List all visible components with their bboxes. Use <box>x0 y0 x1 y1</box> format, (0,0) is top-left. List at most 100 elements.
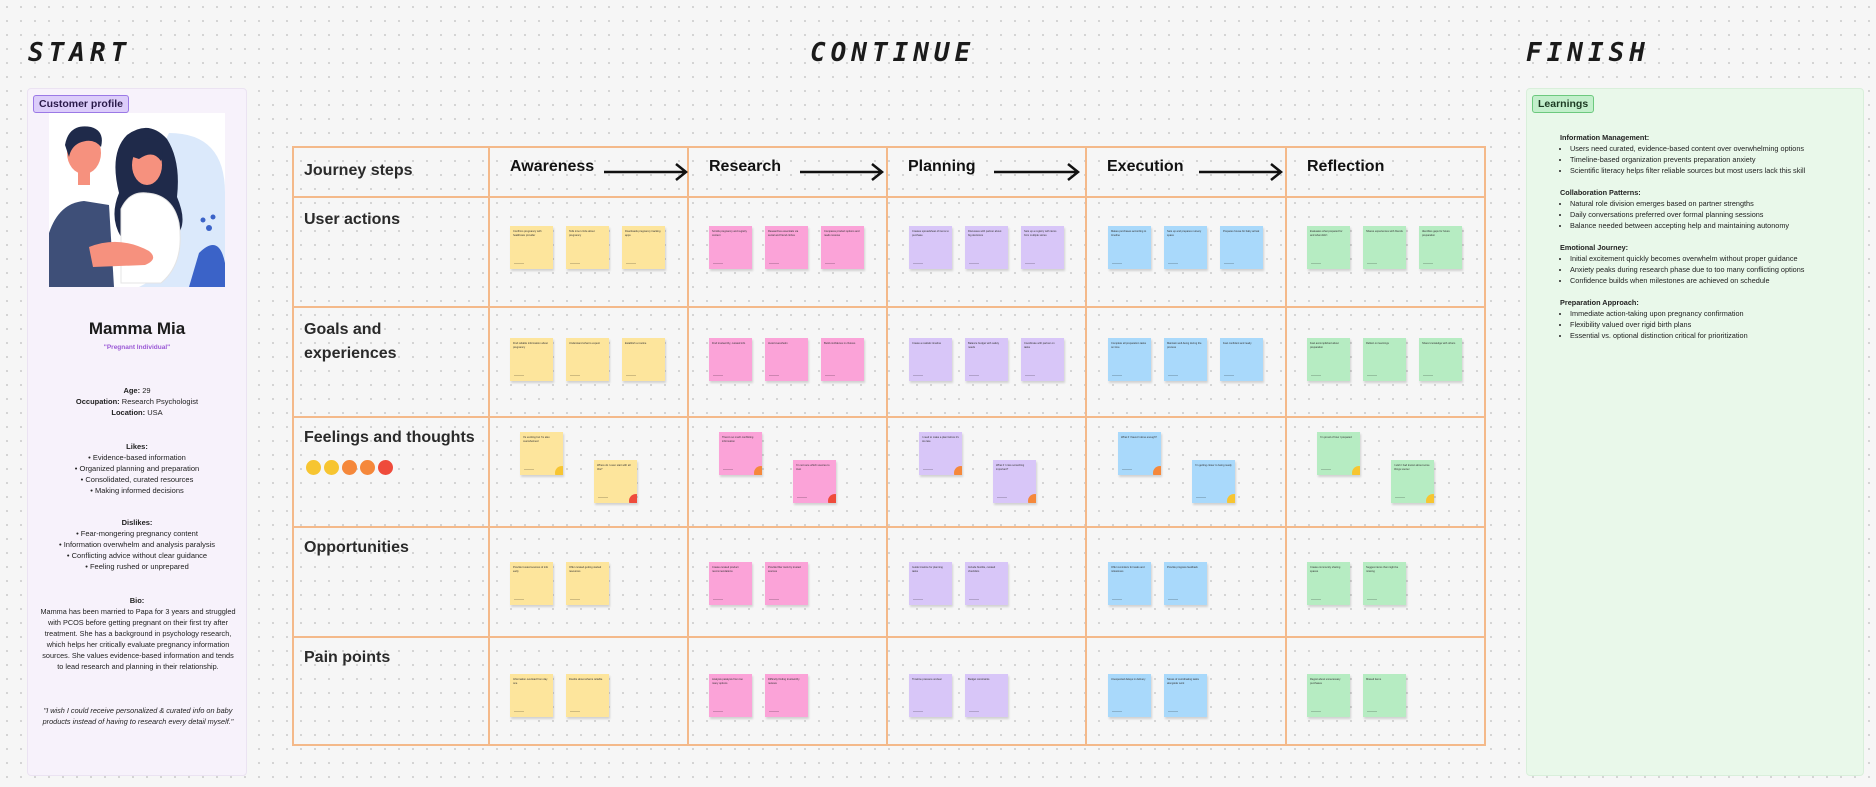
learning-group: Preparation Approach: Immediate action-t… <box>1560 297 1850 341</box>
goal-sticky-note[interactable]: Feel confident and ready <box>1220 338 1263 381</box>
pain-point-sticky-note[interactable]: Timeline pressure unclear <box>909 674 952 717</box>
goal-sticky-note[interactable]: Find reliable information about pregnanc… <box>510 338 553 381</box>
emotion-emoji-icon <box>555 466 563 475</box>
pain-point-sticky-note[interactable]: Missed items <box>1363 674 1406 717</box>
grid-line <box>292 526 1486 528</box>
goal-sticky-note[interactable]: Understand what to expect <box>566 338 609 381</box>
user-action-sticky-note[interactable]: Sets up and prepares nursery space <box>1164 226 1207 269</box>
user-action-sticky-note[interactable]: Sets up a registry with items from multi… <box>1021 226 1064 269</box>
goal-sticky-note[interactable]: Build confidence in choices <box>821 338 864 381</box>
persona-bio: Mamma has been married to Papa for 3 yea… <box>40 607 236 671</box>
section-title-finish: FINISH <box>1526 38 1650 68</box>
feeling-sticky-note[interactable]: I wish I had known about some things soo… <box>1391 460 1434 503</box>
learnings-tag: Learnings <box>1532 95 1595 113</box>
goal-sticky-note[interactable]: Establish a routine <box>622 338 665 381</box>
row-label-pain-points: Pain points <box>304 649 391 666</box>
goal-sticky-note[interactable]: Balance budget with safety needs <box>965 338 1008 381</box>
row-label-feelings: Feelings and thoughts <box>304 429 475 446</box>
like-item: Evidence-based information <box>28 452 246 463</box>
feeling-sticky-note[interactable]: What if I haven't done enough? <box>1118 432 1161 475</box>
user-action-sticky-note[interactable]: Compares product options and reads revie… <box>821 226 864 269</box>
persona-quote: "I wish I could receive personalized & c… <box>42 706 234 726</box>
opportunity-sticky-note[interactable]: Create community sharing spaces <box>1307 562 1350 605</box>
user-action-sticky-note[interactable]: Creates spreadsheet of items to purchase <box>909 226 952 269</box>
learning-group-title: Emotional Journey: <box>1560 243 1629 252</box>
feeling-sticky-note[interactable]: What if I miss something important? <box>993 460 1036 503</box>
user-action-sticky-note[interactable]: Evaluates what prepared for and what did… <box>1307 226 1350 269</box>
stage-reflection: Reflection <box>1307 158 1385 175</box>
user-action-sticky-note[interactable]: Downloads pregnancy tracking apps <box>622 226 665 269</box>
grid-line <box>292 416 1486 418</box>
feeling-sticky-note[interactable]: I'm proud of how I prepared <box>1317 432 1360 475</box>
user-action-sticky-note[interactable]: Scrolls pregnancy and registry content <box>709 226 752 269</box>
opportunity-sticky-note[interactable]: Provide progress feedback <box>1164 562 1207 605</box>
pain-point-sticky-note[interactable]: Stress of coordinating tasks alongside w… <box>1164 674 1207 717</box>
pain-point-sticky-note[interactable]: Budget constraints <box>965 674 1008 717</box>
user-action-sticky-note[interactable]: Prepares house for baby arrival <box>1220 226 1263 269</box>
goal-sticky-note[interactable]: Create a realistic timeline <box>909 338 952 381</box>
grid-line <box>1285 146 1287 746</box>
opportunity-sticky-note[interactable]: Provide trusted sources of info early <box>510 562 553 605</box>
like-item: Making informed decisions <box>28 485 246 496</box>
grid-line <box>292 146 294 746</box>
angry-emoji-icon <box>378 460 393 475</box>
very-happy-emoji-icon <box>306 460 321 475</box>
pain-point-sticky-note[interactable]: Difficulty finding trustworthy reviews <box>765 674 808 717</box>
emotion-emoji-icon <box>1028 494 1036 503</box>
dislike-item: Conflicting advice without clear guidanc… <box>28 550 246 561</box>
feeling-sticky-note[interactable]: I need to make a plan before it's too la… <box>919 432 962 475</box>
feeling-sticky-note[interactable]: I'm getting closer to being ready <box>1192 460 1235 503</box>
age-label: Age: <box>123 386 141 395</box>
learning-item: Balance needed between accepting help an… <box>1570 220 1850 231</box>
user-action-sticky-note[interactable]: Shares experiences with friends <box>1363 226 1406 269</box>
goal-sticky-note[interactable]: Complete all preparation tasks on time <box>1108 338 1151 381</box>
learnings-card[interactable]: Learnings Information Management: Users … <box>1526 88 1864 776</box>
emotion-scale <box>306 460 393 475</box>
goal-sticky-note[interactable]: Avoid overwhelm <box>765 338 808 381</box>
learning-group: Emotional Journey: Initial excitement qu… <box>1560 242 1850 286</box>
user-action-sticky-note[interactable]: Researches essentials via social and fri… <box>765 226 808 269</box>
like-item: Consolidated, curated resources <box>28 474 246 485</box>
learning-group-title: Information Management: <box>1560 133 1650 142</box>
goal-sticky-note[interactable]: Find trustworthy, curated info <box>709 338 752 381</box>
opportunity-sticky-note[interactable]: Offer reminders for tasks and milestones <box>1108 562 1151 605</box>
occupation-label: Occupation: <box>75 397 120 406</box>
happy-emoji-icon <box>324 460 339 475</box>
opportunity-sticky-note[interactable]: Guide timeline for planning tasks <box>909 562 952 605</box>
goal-sticky-note[interactable]: Maintain well-being during the process <box>1164 338 1207 381</box>
feeling-sticky-note[interactable]: Where do I even start with all this? <box>594 460 637 503</box>
opportunity-sticky-note[interactable]: Offer curated getting started resources <box>566 562 609 605</box>
user-action-sticky-note[interactable]: Confirms pregnancy with healthcare provi… <box>510 226 553 269</box>
opportunity-sticky-note[interactable]: Create curated product recommendations <box>709 562 752 605</box>
journey-map-grid: Journey steps User actions Goals and exp… <box>292 146 1486 746</box>
feeling-sticky-note[interactable]: I'm not sure which sources to trust <box>793 460 836 503</box>
pain-point-sticky-note[interactable]: Doubts about what is reliable <box>566 674 609 717</box>
opportunity-sticky-note[interactable]: Include flexible, curated checklists <box>965 562 1008 605</box>
pain-point-sticky-note[interactable]: Regret about unnecessary purchases <box>1307 674 1350 717</box>
learning-item: Confidence builds when milestones are ac… <box>1570 275 1850 286</box>
learning-item: Initial excitement quickly becomes overw… <box>1570 253 1850 264</box>
persona-name: Mamma Mia <box>88 319 186 338</box>
stage-execution: Execution <box>1107 158 1184 175</box>
emotion-emoji-icon <box>828 494 836 503</box>
grid-line <box>292 146 1486 148</box>
goal-sticky-note[interactable]: Feel accomplished about preparation <box>1307 338 1350 381</box>
goal-sticky-note[interactable]: Reflect on learnings <box>1363 338 1406 381</box>
user-action-sticky-note[interactable]: Identifies gaps for future preparation <box>1419 226 1462 269</box>
opportunity-sticky-note[interactable]: Suggest items that might be missing <box>1363 562 1406 605</box>
learning-item: Essential vs. optional distinction criti… <box>1570 330 1850 341</box>
user-action-sticky-note[interactable]: Tells inner circle about pregnancy <box>566 226 609 269</box>
occupation-value: Research Psychologist <box>121 397 199 406</box>
learning-group-title: Collaboration Patterns: <box>1560 188 1641 197</box>
customer-profile-card[interactable]: Customer profile Mamma Mia "Pregnant Ind… <box>27 88 247 776</box>
pain-point-sticky-note[interactable]: Unexpected delays in delivery <box>1108 674 1151 717</box>
pain-point-sticky-note[interactable]: Analysis paralysis from too many options <box>709 674 752 717</box>
user-action-sticky-note[interactable]: Makes purchases according to timeline <box>1108 226 1151 269</box>
opportunity-sticky-note[interactable]: Provide filter tools by trusted sources <box>765 562 808 605</box>
feeling-sticky-note[interactable]: It's exciting but I'm also overwhelmed <box>520 432 563 475</box>
goal-sticky-note[interactable]: Share knowledge with others <box>1419 338 1462 381</box>
user-action-sticky-note[interactable]: Discusses with partner about big decisio… <box>965 226 1008 269</box>
feeling-sticky-note[interactable]: There's so much conflicting information <box>719 432 762 475</box>
goal-sticky-note[interactable]: Coordinate with partner on tasks <box>1021 338 1064 381</box>
pain-point-sticky-note[interactable]: Information overload from day one <box>510 674 553 717</box>
